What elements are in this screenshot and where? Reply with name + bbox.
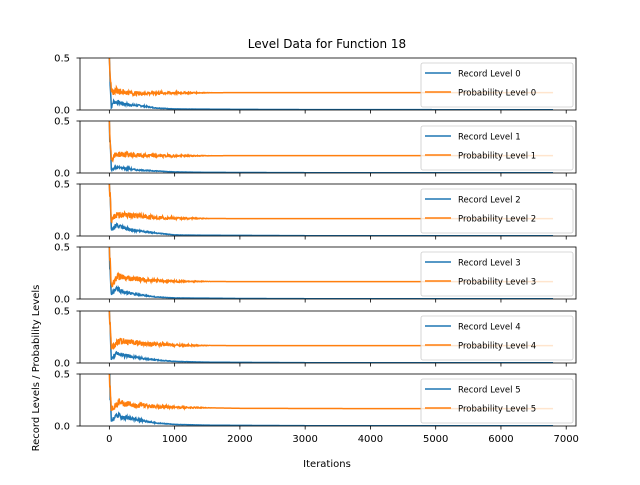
legend-box — [420, 378, 574, 424]
legend-label: Record Level 0 — [458, 70, 521, 80]
panel-frame — [79, 183, 577, 237]
panel-frame — [79, 120, 577, 174]
legend-0: Record Level 0 Probability Level 0 — [420, 62, 574, 108]
panel-1: 0.0 0.5 Record Level 1 Probability Level 1 — [54, 117, 577, 180]
panel-frame — [79, 373, 577, 427]
x-tick-label: 2000 — [227, 434, 252, 445]
y-tick-label: 0.5 — [54, 307, 70, 318]
legend-label: Record Level 5 — [458, 386, 521, 396]
x-tick-label: 1000 — [162, 434, 187, 445]
panel-5: 0.0 0.5 Record Level 5 Probability Level 5 — [54, 370, 577, 433]
chart-title: Level Data for Function 18 — [248, 37, 406, 51]
x-tick-label: 6000 — [488, 434, 513, 445]
legend-label: Probability Level 4 — [458, 342, 536, 352]
legend-label: Record Level 1 — [458, 133, 521, 143]
legend-box — [420, 188, 574, 234]
y-tick-label: 0.0 — [54, 422, 70, 433]
legend-label: Record Level 2 — [458, 196, 521, 206]
legend-box — [420, 251, 574, 297]
legend-box — [420, 315, 574, 361]
y-tick-label: 0.5 — [54, 117, 70, 128]
y-tick-label: 0.5 — [54, 243, 70, 254]
x-tick-label: 5000 — [423, 434, 448, 445]
panel-frame — [79, 310, 577, 364]
panel-frame — [79, 246, 577, 300]
panel-2: 0.0 0.5 Record Level 2 Probability Level 2 — [54, 180, 577, 243]
panel-frame — [79, 57, 577, 111]
panel-3: 0.0 0.5 Record Level 3 Probability Level 3 — [54, 243, 577, 306]
legend-3: Record Level 3 Probability Level 3 — [420, 251, 574, 297]
y-tick-label: 0.0 — [54, 169, 70, 180]
x-tick-label: 7000 — [553, 434, 578, 445]
legend-label: Probability Level 1 — [458, 152, 536, 162]
y-tick-label: 0.0 — [54, 359, 70, 370]
legend-1: Record Level 1 Probability Level 1 — [420, 125, 574, 171]
panel-0: 0.0 0.5 Record Level 0 Probability Level 0 — [54, 54, 577, 117]
x-tick-label: 3000 — [292, 434, 317, 445]
legend-label: Probability Level 2 — [458, 215, 536, 225]
legend-label: Probability Level 3 — [458, 278, 536, 288]
legend-label: Probability Level 0 — [458, 89, 536, 99]
x-axis-label: Iterations — [303, 459, 351, 470]
x-tick-label: 0 — [106, 434, 112, 445]
legend-2: Record Level 2 Probability Level 2 — [420, 188, 574, 234]
legend-4: Record Level 4 Probability Level 4 — [420, 315, 574, 361]
y-tick-label: 0.5 — [54, 180, 70, 191]
legend-label: Record Level 4 — [458, 323, 521, 333]
y-axis-label: Record Levels / Probability Levels — [31, 285, 42, 452]
x-tick-label: 4000 — [358, 434, 383, 445]
legend-label: Probability Level 5 — [458, 405, 536, 415]
y-tick-label: 0.5 — [54, 54, 70, 65]
panel-4: 0.0 0.5 Record Level 4 Probability Level 4 — [54, 307, 577, 370]
y-tick-label: 0.0 — [54, 295, 70, 306]
legend-5: Record Level 5 Probability Level 5 — [420, 378, 574, 424]
legend-label: Record Level 3 — [458, 259, 521, 269]
y-tick-label: 0.5 — [54, 370, 70, 381]
legend-box — [420, 125, 574, 171]
legend-box — [420, 62, 574, 108]
y-tick-label: 0.0 — [54, 106, 70, 117]
x-axis-ticks: 0 1000 2000 3000 4000 5000 6000 7000 — [106, 434, 579, 445]
y-tick-label: 0.0 — [54, 232, 70, 243]
